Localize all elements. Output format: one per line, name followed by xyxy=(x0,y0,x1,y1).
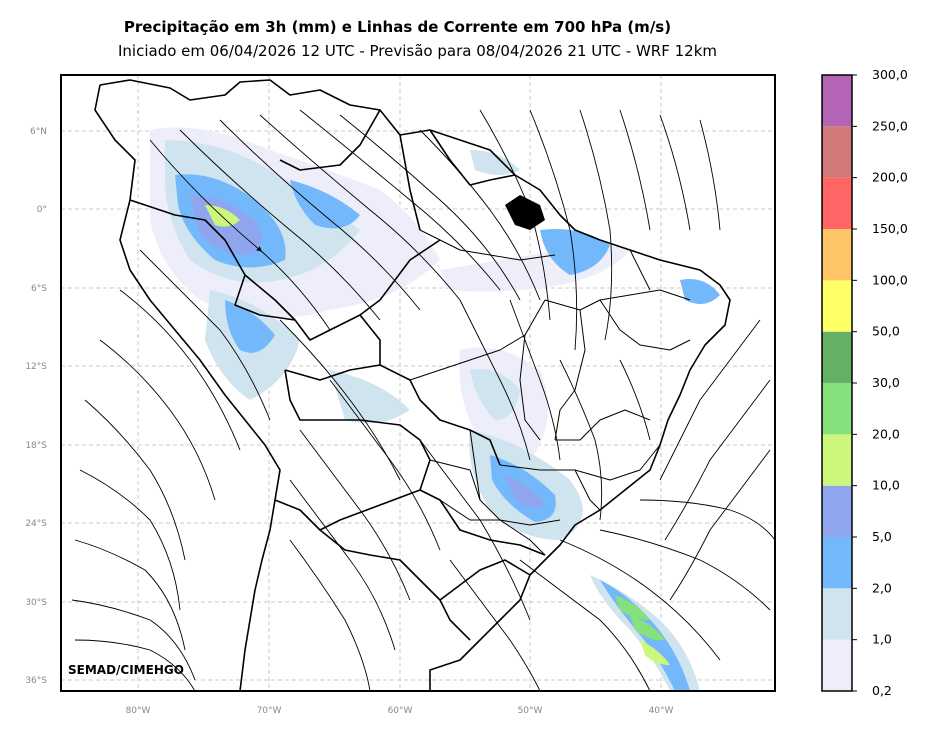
lat-tick: 12°S xyxy=(25,362,47,372)
streamlines xyxy=(71,109,775,691)
colorbar-label: 0,2 xyxy=(872,683,892,698)
colorbar-label: 150,0 xyxy=(872,221,908,236)
colorbar-swatch xyxy=(822,75,852,127)
colorbar-label: 200,0 xyxy=(872,170,908,185)
colorbar-swatch xyxy=(822,229,852,281)
colorbar-swatch xyxy=(822,383,852,435)
lon-tick: 60°W xyxy=(388,706,413,716)
colorbar-swatch xyxy=(822,485,852,537)
colorbar-swatch xyxy=(822,126,852,178)
colorbar-label: 50,0 xyxy=(872,324,900,339)
lon-tick: 50°W xyxy=(518,706,543,716)
colorbar-label: 30,0 xyxy=(872,375,900,390)
colorbar-label: 250,0 xyxy=(872,118,908,133)
lat-tick: 36°S xyxy=(25,676,47,686)
lon-tick-labels: 80°W 70°W 60°W 50°W 40°W xyxy=(126,706,674,716)
lat-tick: 0° xyxy=(37,205,47,215)
state-borders xyxy=(409,229,691,556)
lat-tick: 6°N xyxy=(30,127,47,137)
colorbar-swatch xyxy=(822,588,852,640)
colorbar-swatch xyxy=(822,537,852,589)
lon-tick: 70°W xyxy=(257,706,282,716)
lat-tick-labels: 6°N 0° 6°S 12°S 18°S 24°S 30°S 36°S xyxy=(25,127,47,686)
colorbar-label: 300,0 xyxy=(872,67,908,82)
map-title: Precipitação em 3h (mm) e Linhas de Corr… xyxy=(123,18,672,36)
colorbar-swatch xyxy=(822,177,852,229)
lat-tick: 18°S xyxy=(25,441,47,451)
colorbar-swatch xyxy=(822,639,852,691)
precipitation-layer xyxy=(150,127,720,691)
colorbar-label: 5,0 xyxy=(872,529,892,544)
lat-tick: 6°S xyxy=(31,284,47,294)
marajo-island xyxy=(505,195,545,230)
lon-tick: 40°W xyxy=(649,706,674,716)
colorbar-swatch xyxy=(822,331,852,383)
map-subtitle: Iniciado em 06/04/2026 12 UTC - Previsão… xyxy=(117,42,718,60)
colorbar-label: 20,0 xyxy=(872,426,900,441)
colorbar-swatch xyxy=(822,434,852,486)
map-frame xyxy=(60,74,776,692)
lon-tick: 80°W xyxy=(126,706,151,716)
colorbar-label: 100,0 xyxy=(872,272,908,287)
colorbar-label: 2,0 xyxy=(872,580,892,595)
colorbar-label: 1,0 xyxy=(872,632,892,647)
colorbar-swatch xyxy=(822,280,852,332)
lat-tick: 30°S xyxy=(25,598,47,608)
country-borders xyxy=(94,79,731,691)
colorbar-label: 10,0 xyxy=(872,478,900,493)
colorbar: 0,2 1,0 2,0 5,0 10,0 20,0 30,0 50,0 100,0 150,0 20… xyxy=(821,67,908,698)
lat-tick: 24°S xyxy=(25,519,47,529)
credit-label: SEMAD/CIMEHGO xyxy=(68,663,184,677)
map-area xyxy=(61,75,775,691)
